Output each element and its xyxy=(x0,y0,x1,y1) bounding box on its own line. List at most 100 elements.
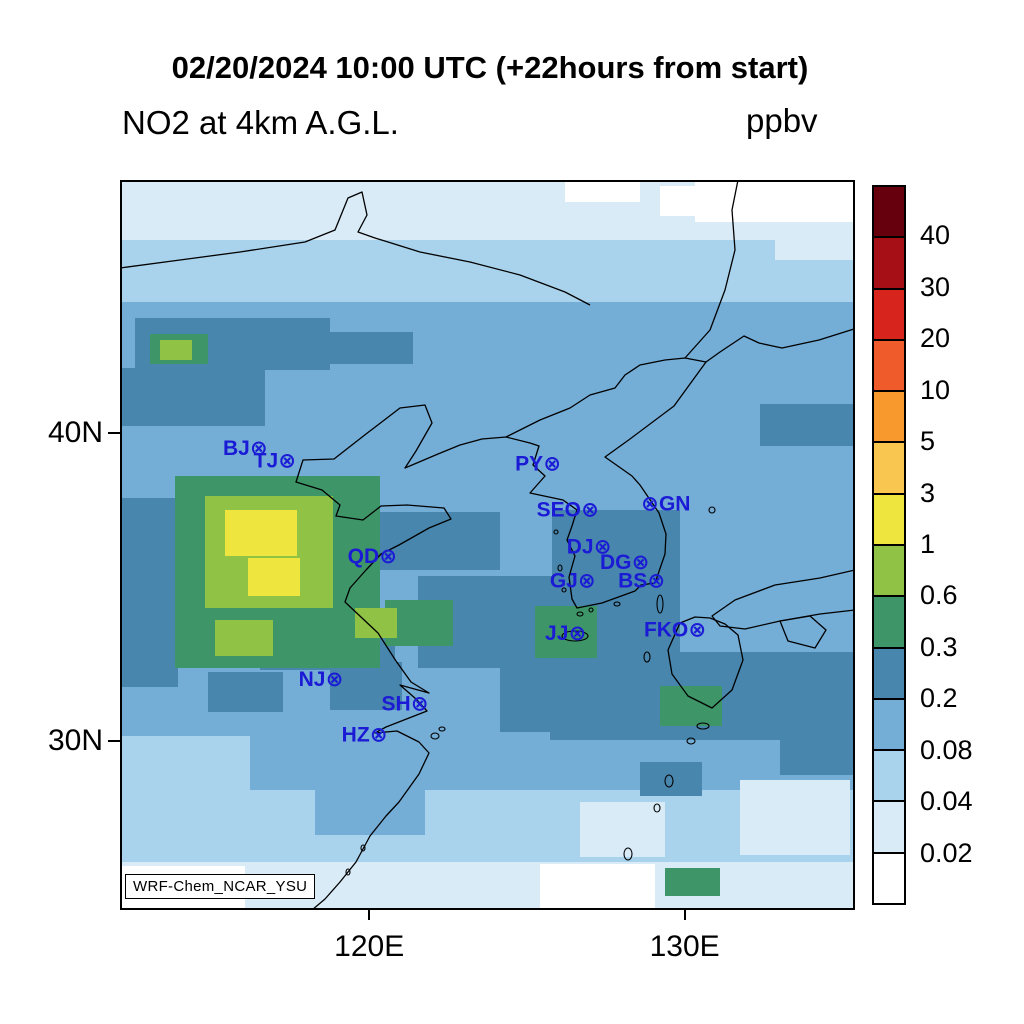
colorbar-tick-label: 0.08 xyxy=(920,734,973,765)
station-marker-icon: ⊗ xyxy=(543,452,561,475)
map-canvas: ⊗BJ⊗TJ ⊗PY⊗SEO ⊗ GN⊗QD ⊗DJ⊗DG⊗GJ ⊗BS⊗NJ⊗JJ ⊗FK… xyxy=(120,180,855,910)
station-label: PY xyxy=(515,452,543,475)
colorbar-cell xyxy=(874,187,904,239)
station-label: BJ xyxy=(223,437,250,460)
coastline xyxy=(667,616,744,709)
field-patch xyxy=(780,740,855,775)
field-patch xyxy=(120,368,265,426)
colorbar xyxy=(872,185,906,905)
field-patch xyxy=(660,186,700,216)
island xyxy=(588,607,594,613)
island xyxy=(656,594,664,614)
x-axis-tick xyxy=(683,910,686,920)
colorbar-tick-label: 3 xyxy=(920,477,936,508)
field-patch xyxy=(580,802,665,857)
island xyxy=(360,844,366,852)
field-patch xyxy=(328,332,413,364)
colorbar-cell xyxy=(874,494,904,546)
station-label: JJ xyxy=(545,622,568,645)
plot-title: 02/20/2024 10:00 UTC (+22hours from star… xyxy=(171,50,809,85)
station-marker-icon: ⊗ xyxy=(326,668,344,691)
field-patch xyxy=(330,662,402,710)
y-axis-tick-label: 30N xyxy=(47,723,103,757)
coastline xyxy=(505,328,855,609)
watermark: WRF-Chem_NCAR_YSU xyxy=(125,874,316,899)
coastline xyxy=(779,615,827,649)
x-axis-tick-label: 130E xyxy=(649,930,720,963)
field-patch xyxy=(375,512,500,570)
field-patch xyxy=(120,736,250,824)
island xyxy=(708,506,716,514)
field-patch xyxy=(565,180,640,202)
colorbar-tick-label: 20 xyxy=(920,323,951,354)
coastline xyxy=(505,357,707,438)
map-frame: ⊗ BJ ⊗ TJ ⊗ PY ⊗ SEO ⊗ GN ⊗ QD ⊗ DJ ⊗ DG ⊗ GJ ⊗ BS ⊗ NJ ⊗ JJ ⊗ FK… xyxy=(120,180,855,910)
coastline xyxy=(684,180,739,359)
field-patch xyxy=(225,510,297,556)
island xyxy=(557,564,563,572)
station-label: DG xyxy=(600,551,632,574)
station-marker-icon: ⊗ xyxy=(278,449,296,472)
station-label: HZ xyxy=(342,723,370,746)
field-patch xyxy=(215,620,273,656)
station-marker-icon: ⊗ xyxy=(411,693,429,716)
field-patch xyxy=(160,340,192,360)
island xyxy=(561,630,589,642)
island xyxy=(664,774,674,788)
island xyxy=(623,847,633,861)
colorbar-cell xyxy=(874,289,904,341)
field-patch xyxy=(120,498,182,583)
island xyxy=(430,732,440,740)
station-marker-icon: ⊗ xyxy=(370,723,388,746)
field-patch xyxy=(660,686,722,726)
island xyxy=(553,529,559,535)
field-patch xyxy=(740,780,850,855)
station-marker-icon: ⊗ xyxy=(379,545,397,568)
colorbar-cell xyxy=(874,545,904,598)
colorbar-tick-label: 0.2 xyxy=(920,683,958,714)
x-axis-tick xyxy=(368,910,371,920)
colorbar-cell xyxy=(874,699,904,752)
island xyxy=(643,651,651,663)
colorbar-tick-label: 1 xyxy=(920,529,936,559)
island xyxy=(696,722,710,730)
field-patch xyxy=(208,672,283,712)
island xyxy=(345,868,351,876)
y-axis-tick xyxy=(108,431,120,434)
field-patch xyxy=(665,868,720,896)
variable-label: NO2 at 4km A.G.L. xyxy=(122,104,399,141)
field-patch xyxy=(775,222,855,260)
field-patch xyxy=(760,404,855,446)
coastline xyxy=(711,569,855,630)
station-marker-icon: ⊗ xyxy=(647,569,665,592)
station-label: SH xyxy=(381,693,410,716)
station-label: BS xyxy=(618,569,647,592)
station-label: GN xyxy=(659,492,691,515)
station-marker-icon: ⊗ xyxy=(641,492,659,515)
colorbar-cell xyxy=(874,597,904,649)
map-border xyxy=(120,180,855,910)
colorbar-tick-label: 40 xyxy=(920,220,951,251)
island xyxy=(576,611,584,617)
station-marker-icon: ⊗ xyxy=(688,619,706,642)
coastline xyxy=(120,191,591,306)
station-marker-icon: ⊗ xyxy=(578,569,596,592)
field-patch xyxy=(355,608,397,638)
colorbar-tick-label: 10 xyxy=(920,374,951,405)
station-label: TJ xyxy=(254,449,279,472)
field-patch xyxy=(120,240,855,302)
y-axis-tick-label: 40N xyxy=(47,415,103,449)
colorbar-labels: 40 30 20 10 5 3 1 0.6 0.3 0.2 0.08 0.04 0.02 xyxy=(920,185,1015,905)
field-patch xyxy=(540,864,655,910)
x-axis-tick-label: 120E xyxy=(334,930,405,963)
field-patch xyxy=(315,790,425,835)
colorbar-cell xyxy=(874,648,904,700)
colorbar-tick-label: 30 xyxy=(920,271,951,302)
field-patch xyxy=(248,558,300,596)
island xyxy=(438,726,446,732)
station-label: QD xyxy=(348,545,380,568)
colorbar-tick-label: 0.04 xyxy=(920,786,973,817)
station-marker-icon: ⊗ xyxy=(250,437,268,460)
colorbar-tick-label: 0.6 xyxy=(920,580,958,611)
